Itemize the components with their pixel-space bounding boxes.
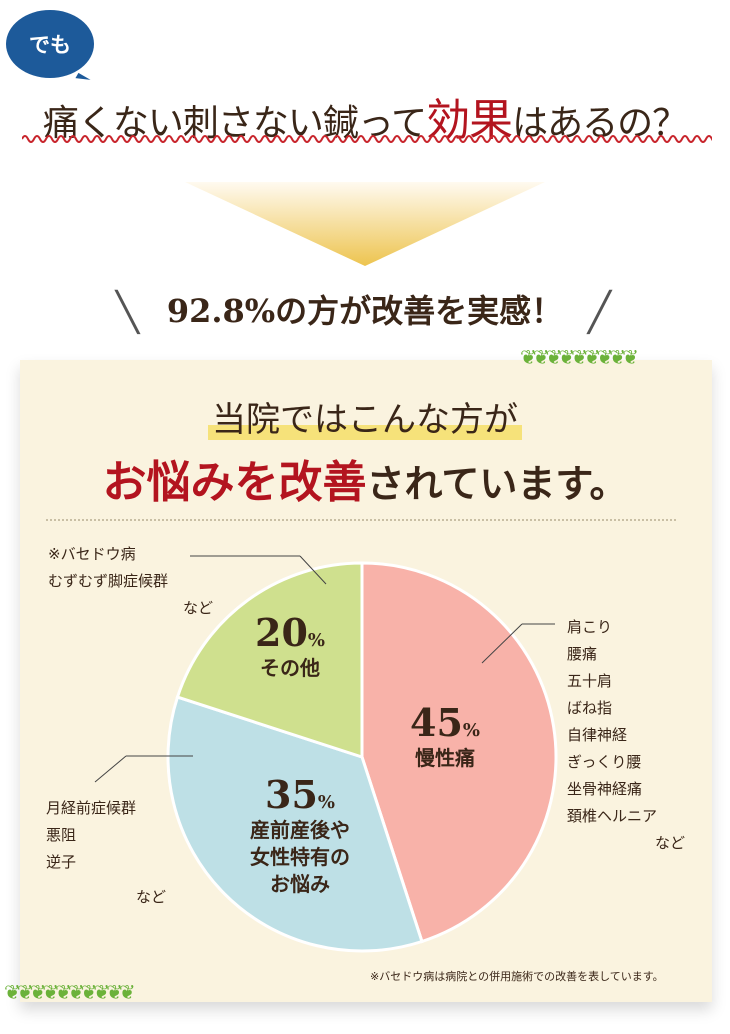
subtitle-accent: お悩みを改善: [102, 457, 367, 508]
pct-value: 20: [255, 610, 308, 655]
example-item: 頚椎ヘルニア: [567, 807, 658, 825]
vine-decoration-icon: ❦❦❦❦❦❦❦❦❦❦: [4, 980, 136, 1004]
example-item: 逆子: [46, 853, 77, 871]
result-text: 92.8%の方が改善を実感！: [166, 292, 564, 330]
speech-bubble: でも: [6, 10, 94, 78]
example-item: 坐骨神経痛: [567, 780, 643, 798]
pct-unit: %: [307, 630, 325, 651]
examples-chronic: 肩こり 腰痛 五十肩 ばね指 自律神経 ぎっくり腰 坐骨神経痛 頚椎ヘルニア な…: [567, 614, 685, 857]
example-item: 自律神経: [567, 726, 628, 744]
subtitle-line2: お悩みを改善されています。: [0, 446, 730, 510]
category-name: その他: [260, 656, 320, 680]
subtitle-text: されています。: [366, 461, 628, 506]
leader-line-other: [299, 555, 327, 585]
pct-unit: %: [317, 792, 335, 813]
category-name: 慢性痛: [415, 746, 475, 770]
pct-value: 45: [410, 700, 463, 745]
slice-label-other: 20% その他: [225, 610, 355, 682]
category-name: 産前産後や: [250, 818, 350, 842]
pie-slice-1: [166, 695, 424, 953]
pct-value: 35: [265, 772, 318, 817]
example-etc: など: [182, 599, 213, 617]
pct-unit: %: [462, 720, 480, 741]
slice-label-chronic: 45% 慢性痛: [380, 700, 510, 772]
example-item: 五十肩: [567, 672, 613, 690]
pie-slice-0: [360, 561, 558, 944]
example-item: 肩こり: [567, 618, 613, 636]
headline-accent: 効果: [426, 95, 513, 146]
example-etc: など: [135, 888, 166, 906]
footnote: ※バセドウ病は病院との併用施術での改善を表しています。: [370, 970, 664, 983]
example-item: ※バセドウ病: [48, 545, 136, 563]
example-item: 悪阻: [46, 826, 77, 844]
subtitle-highlight: 当院ではこんな方が: [208, 400, 522, 440]
example-item: 月経前症候群: [46, 799, 137, 817]
dotted-divider: [46, 519, 676, 521]
subtitle-line1: 当院ではこんな方が: [0, 392, 730, 441]
vine-decoration-icon: ❦❦❦❦❦❦❦❦❦: [520, 345, 639, 369]
example-item: ぎっくり腰: [567, 753, 642, 771]
examples-other: ※バセドウ病 むずむず脚症候群 など: [48, 541, 213, 622]
example-item: ばね指: [567, 699, 613, 717]
slash-right-decoration: ╱: [588, 290, 611, 334]
example-item: むずむず脚症候群: [48, 572, 169, 590]
slice-label-women: 35% 産前産後や 女性特有の お悩み: [215, 772, 385, 898]
category-name: お悩み: [270, 872, 330, 896]
slash-left-decoration: ╲: [116, 290, 139, 334]
pie-slice-2: [175, 561, 364, 760]
wavy-underline: [22, 135, 712, 143]
category-name: 女性特有の: [250, 845, 350, 869]
examples-women: 月経前症候群 悪阻 逆子 など: [46, 795, 166, 911]
example-item: 腰痛: [567, 645, 598, 663]
leader-line-chronic: [481, 623, 523, 664]
leader-line-women: [94, 755, 127, 783]
example-etc: など: [654, 834, 685, 852]
